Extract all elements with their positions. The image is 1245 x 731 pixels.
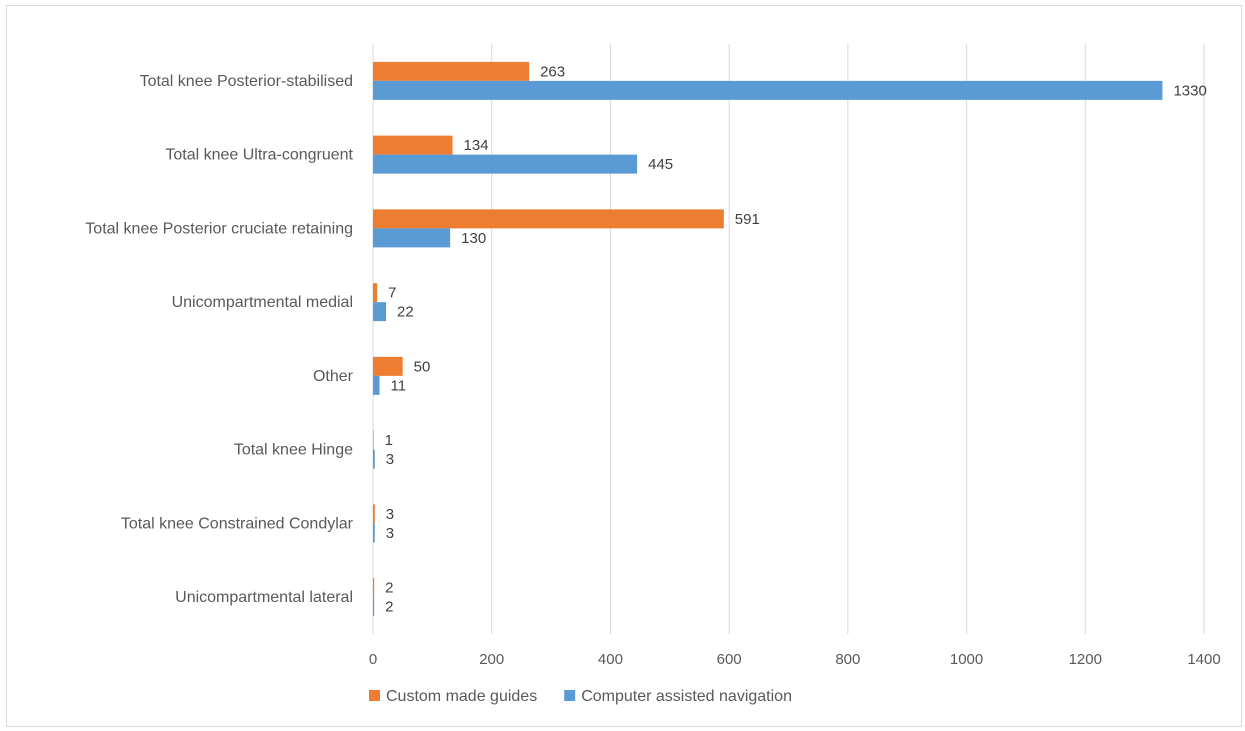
legend-label: Custom made guides bbox=[386, 688, 537, 705]
data-label: 1330 bbox=[1173, 82, 1206, 99]
data-label: 263 bbox=[540, 63, 565, 80]
category-label: Other bbox=[313, 368, 354, 385]
x-tick-label: 400 bbox=[598, 651, 623, 668]
data-label: 445 bbox=[648, 156, 673, 173]
legend: Custom made guides Computer assisted navi… bbox=[369, 688, 792, 705]
data-label: 7 bbox=[388, 285, 396, 302]
bar-custom-made-guides bbox=[373, 430, 374, 450]
category-label: Unicompartmental lateral bbox=[175, 589, 353, 606]
category-label: Total knee Posterior cruciate retaining bbox=[85, 220, 353, 237]
data-label: 130 bbox=[461, 230, 486, 247]
category-label: Total knee Posterior-stabilised bbox=[140, 73, 353, 90]
bar-computer-assisted-navigation bbox=[373, 375, 380, 395]
bar-computer-assisted-navigation bbox=[373, 523, 375, 543]
bar-custom-made-guides bbox=[373, 356, 403, 376]
data-label: 591 bbox=[735, 211, 760, 228]
bar-computer-assisted-navigation bbox=[373, 228, 451, 248]
bar-computer-assisted-navigation bbox=[373, 449, 375, 469]
legend-swatch bbox=[564, 690, 576, 701]
data-label: 2 bbox=[385, 580, 393, 597]
legend-swatch bbox=[369, 690, 380, 701]
bar-computer-assisted-navigation bbox=[373, 154, 638, 174]
data-label: 50 bbox=[414, 358, 431, 375]
data-label: 2 bbox=[385, 599, 393, 616]
category-label: Total knee Hinge bbox=[234, 442, 353, 459]
data-label: 3 bbox=[386, 506, 394, 523]
bar-custom-made-guides bbox=[373, 209, 724, 229]
bar-chart: Total knee Posterior-stabilised Total kne… bbox=[85, 44, 1221, 705]
data-label: 11 bbox=[391, 377, 407, 394]
category-label: Total knee Constrained Condylar bbox=[121, 515, 354, 532]
gridlines bbox=[372, 44, 1205, 634]
category-label: Unicompartmental medial bbox=[172, 294, 353, 311]
data-label: 134 bbox=[464, 137, 489, 154]
x-tick-labels: 0 200 400 600 800 1000 1200 1400 bbox=[369, 651, 1221, 668]
x-tick-label: 1200 bbox=[1069, 651, 1102, 668]
bar-custom-made-guides bbox=[373, 135, 453, 155]
bar-custom-made-guides bbox=[373, 283, 378, 303]
bar-custom-made-guides bbox=[373, 61, 530, 81]
x-tick-label: 0 bbox=[369, 651, 377, 668]
bar-custom-made-guides bbox=[373, 504, 375, 524]
bar-computer-assisted-navigation bbox=[373, 80, 1163, 100]
x-tick-label: 1400 bbox=[1187, 651, 1220, 668]
x-tick-label: 800 bbox=[835, 651, 860, 668]
category-labels: Total knee Posterior-stabilised Total kne… bbox=[85, 73, 353, 606]
chart-frame: Total knee Posterior-stabilised Total kne… bbox=[6, 5, 1242, 727]
legend-label: Computer assisted navigation bbox=[581, 688, 792, 705]
data-label: 3 bbox=[386, 525, 394, 542]
bars bbox=[373, 61, 1163, 617]
x-tick-label: 200 bbox=[479, 651, 504, 668]
category-label: Total knee Ultra-congruent bbox=[165, 147, 353, 164]
data-label: 22 bbox=[397, 304, 414, 321]
x-tick-label: 1000 bbox=[950, 651, 983, 668]
data-label: 3 bbox=[386, 451, 394, 468]
data-label: 1 bbox=[385, 432, 393, 449]
bar-custom-made-guides bbox=[373, 578, 375, 598]
bar-computer-assisted-navigation bbox=[373, 302, 387, 322]
bar-computer-assisted-navigation bbox=[373, 597, 375, 617]
x-tick-label: 600 bbox=[717, 651, 742, 668]
